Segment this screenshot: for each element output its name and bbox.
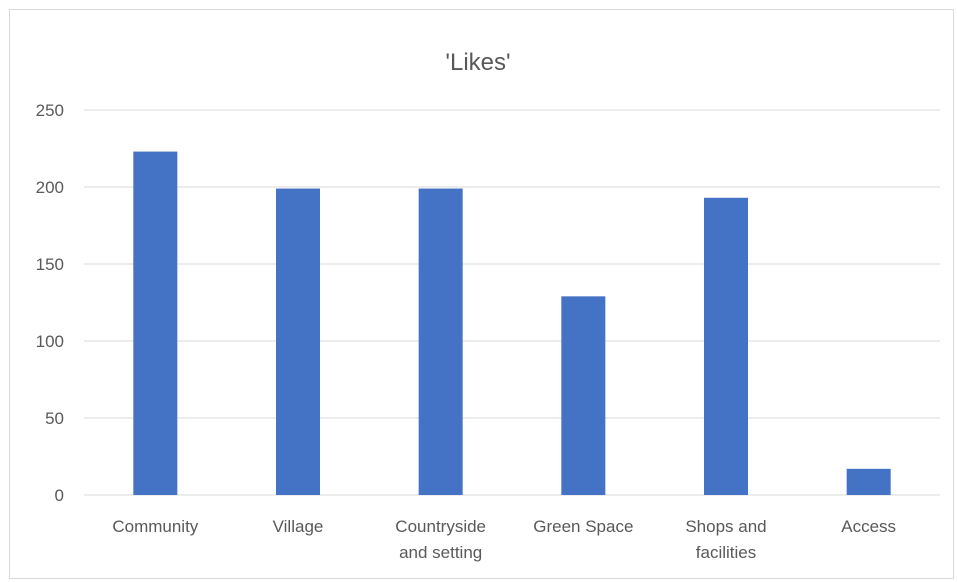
- y-tick-label: 150: [36, 255, 64, 274]
- gridlines: [84, 109, 940, 496]
- y-axis-ticks: 0 50 100 150 200 250: [36, 101, 64, 505]
- x-category-label: Access: [841, 517, 896, 536]
- bars: [133, 151, 891, 496]
- x-category-label: Countryside and setting: [395, 517, 486, 562]
- y-tick-label: 50: [45, 409, 64, 428]
- x-category-label: Shops and facilities: [685, 517, 766, 562]
- x-category-label: Green Space: [533, 517, 633, 536]
- x-axis-categories: Community Village Countryside and setting Gr…: [112, 517, 896, 562]
- bar: [846, 468, 891, 495]
- bar: [561, 296, 606, 495]
- bar: [704, 197, 748, 495]
- bar: [276, 188, 320, 496]
- x-category-label: Community: [112, 517, 198, 536]
- x-category-label: Village: [273, 517, 324, 536]
- y-tick-label: 0: [55, 486, 64, 505]
- chart-title: 'Likes': [445, 49, 510, 76]
- y-tick-label: 200: [36, 178, 64, 197]
- bar: [133, 151, 178, 495]
- bar: [418, 188, 463, 496]
- y-tick-label: 250: [36, 101, 64, 120]
- y-tick-label: 100: [36, 332, 64, 351]
